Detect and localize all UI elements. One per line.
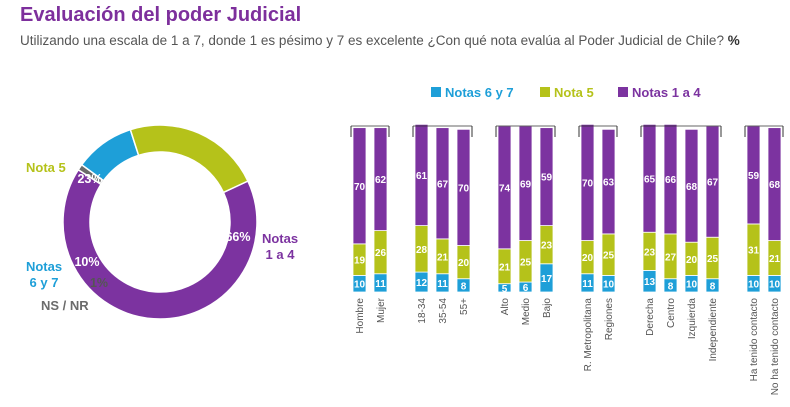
data-label-bajo-notas-1-a-4: 59	[541, 173, 553, 184]
tick-label-mujer: Mujer	[376, 297, 387, 323]
donut-value-ns-nr: 1%	[90, 276, 108, 290]
bar-segment-regiones-notas-1-a-4	[601, 128, 616, 235]
bar-segment-18-34-notas-1-a-4	[414, 123, 429, 226]
data-label-centro-notas-6-y-7: 8	[668, 281, 674, 292]
data-label-55-notas-6-y-7: 8	[461, 281, 467, 292]
data-label-bajo-notas-6-y-7: 17	[541, 274, 553, 285]
bar-segment-mujer-notas-1-a-4	[373, 127, 388, 231]
bar-segment-centro-notas-1-a-4	[663, 123, 678, 235]
tick-label-55: 55+	[459, 298, 470, 315]
donut-chart: 66% 23% 10% 1% Notas 1 a 4 Nota 5 Notas 6 y 7 NS …	[26, 124, 298, 320]
data-label-alto-notas-1-a-4: 74	[499, 183, 511, 194]
tick-label-derecha: Derecha	[645, 298, 656, 336]
donut-slice-nota-5	[129, 124, 249, 194]
data-label-independiente-notas-1-a-4: 67	[707, 178, 719, 189]
data-label-r-metropolitana-notas-6-y-7: 11	[582, 279, 593, 290]
data-label-ha-tenido-contacto-notas-1-a-4: 59	[748, 171, 760, 182]
bar-segment-bajo-notas-1-a-4	[539, 127, 554, 227]
data-label-medio-nota-5: 25	[520, 257, 532, 268]
data-label-35-54-notas-6-y-7: 11	[437, 279, 448, 290]
page-title: Evaluación del poder Judicial	[20, 4, 302, 26]
donut-label-notas-6-y-7: Notas 6 y 7	[26, 259, 62, 290]
data-label-18-34-notas-6-y-7: 12	[416, 278, 428, 289]
donut-value-notas-1-a-4: 66%	[225, 230, 250, 244]
bar-segment-derecha-notas-1-a-4	[642, 123, 657, 233]
tick-label-18-34: 18-34	[417, 298, 428, 324]
subtitle-text: Utilizando una escala de 1 a 7, donde 1 …	[20, 33, 724, 48]
data-label-medio-notas-6-y-7: 6	[523, 283, 529, 294]
bar-segment-izquierda-notas-1-a-4	[684, 128, 699, 243]
data-label-izquierda-notas-6-y-7: 10	[686, 280, 698, 291]
data-label-independiente-notas-6-y-7: 8	[710, 281, 716, 292]
tick-label-independiente: Independiente	[708, 298, 719, 362]
data-label-izquierda-notas-1-a-4: 68	[686, 182, 698, 193]
data-label-ha-tenido-contacto-nota-5: 31	[748, 246, 760, 257]
data-label-centro-notas-1-a-4: 66	[665, 175, 677, 186]
data-label-no-ha-tenido-contacto-nota-5: 21	[769, 254, 781, 265]
data-label-alto-notas-6-y-7: 5	[502, 284, 508, 295]
data-label-55-notas-1-a-4: 70	[458, 183, 470, 194]
data-label-ha-tenido-contacto-notas-6-y-7: 10	[748, 280, 760, 291]
legend-label-notas-1-a-4: Notas 1 a 4	[632, 85, 701, 100]
legend-swatch-nota-5	[540, 87, 550, 97]
bar-segment-no-ha-tenido-contacto-notas-1-a-4	[767, 127, 782, 241]
stacked-bar-chart: Notas 6 y 7 Nota 5 Notas 1 a 4 10 19 70 Hombre…	[350, 85, 784, 396]
donut-value-nota-5: 23%	[77, 172, 102, 186]
tick-label-bajo: Bajo	[542, 298, 553, 318]
data-label-no-ha-tenido-contacto-notas-6-y-7: 10	[769, 280, 781, 291]
donut-slice-notas-1-a-4	[62, 168, 258, 320]
data-label-hombre-nota-5: 19	[354, 256, 366, 267]
legend-label-notas-6-y-7: Notas 6 y 7	[445, 85, 514, 100]
data-label-medio-notas-1-a-4: 69	[520, 179, 532, 190]
data-label-35-54-nota-5: 21	[437, 252, 449, 263]
data-label-mujer-notas-6-y-7: 11	[375, 279, 386, 290]
data-label-derecha-notas-1-a-4: 65	[644, 174, 656, 185]
tick-label-medio: Medio	[521, 298, 532, 326]
data-label-independiente-nota-5: 25	[707, 254, 719, 265]
tick-label-r-metropolitana: R. Metropolitana	[583, 298, 594, 372]
bar-segment-hombre-notas-1-a-4	[352, 127, 367, 245]
data-label-r-metropolitana-notas-1-a-4: 70	[582, 178, 594, 189]
data-label-derecha-notas-6-y-7: 13	[644, 277, 656, 288]
data-label-no-ha-tenido-contacto-notas-1-a-4: 68	[769, 180, 781, 191]
data-label-alto-nota-5: 21	[499, 262, 511, 273]
legend-label-nota-5: Nota 5	[554, 85, 594, 100]
tick-label-centro: Centro	[666, 298, 677, 328]
tick-label-regiones: Regiones	[604, 298, 615, 340]
data-label-centro-nota-5: 27	[665, 252, 677, 263]
bar-segment-55-notas-1-a-4	[456, 128, 471, 246]
tick-label-ha-tenido-contacto: Ha tenido contacto	[749, 298, 760, 382]
data-label-izquierda-nota-5: 20	[686, 255, 698, 266]
tick-label-alto: Alto	[500, 298, 511, 316]
data-label-regiones-nota-5: 25	[603, 251, 615, 262]
tick-label-no-ha-tenido-contacto: No ha tenido contacto	[770, 298, 781, 396]
page-subtitle: Utilizando una escala de 1 a 7, donde 1 …	[20, 33, 740, 48]
data-label-regiones-notas-1-a-4: 63	[603, 178, 615, 189]
donut-label-nota-5: Nota 5	[26, 160, 66, 175]
data-label-mujer-nota-5: 26	[375, 248, 387, 259]
legend-swatch-notas-1-a-4	[618, 87, 628, 97]
donut-label-ns-nr: NS / NR	[41, 298, 89, 313]
subtitle-unit: %	[727, 33, 740, 48]
data-label-18-34-notas-1-a-4: 61	[416, 171, 428, 182]
data-label-r-metropolitana-nota-5: 20	[582, 253, 594, 264]
bar-segment-35-54-notas-1-a-4	[435, 127, 450, 240]
legend-swatch-notas-6-y-7	[431, 87, 441, 97]
data-label-18-34-nota-5: 28	[416, 245, 428, 256]
tick-label-35-54: 35-54	[438, 298, 449, 324]
tick-label-hombre: Hombre	[355, 298, 366, 334]
donut-label-notas-1-a-4: Notas 1 a 4	[262, 231, 298, 262]
bar-segment-r-metropolitana-notas-1-a-4	[580, 123, 595, 241]
data-label-hombre-notas-1-a-4: 70	[354, 182, 366, 193]
data-label-55-nota-5: 20	[458, 258, 470, 269]
data-label-regiones-notas-6-y-7: 10	[603, 280, 615, 291]
data-label-hombre-notas-6-y-7: 10	[354, 280, 366, 291]
data-label-bajo-nota-5: 23	[541, 241, 553, 252]
data-label-mujer-notas-1-a-4: 62	[375, 175, 387, 186]
donut-value-notas-6-y-7: 10%	[74, 255, 99, 269]
tick-label-izquierda: Izquierda	[687, 298, 698, 340]
data-label-35-54-notas-1-a-4: 67	[437, 179, 449, 190]
data-label-derecha-nota-5: 23	[644, 247, 656, 258]
